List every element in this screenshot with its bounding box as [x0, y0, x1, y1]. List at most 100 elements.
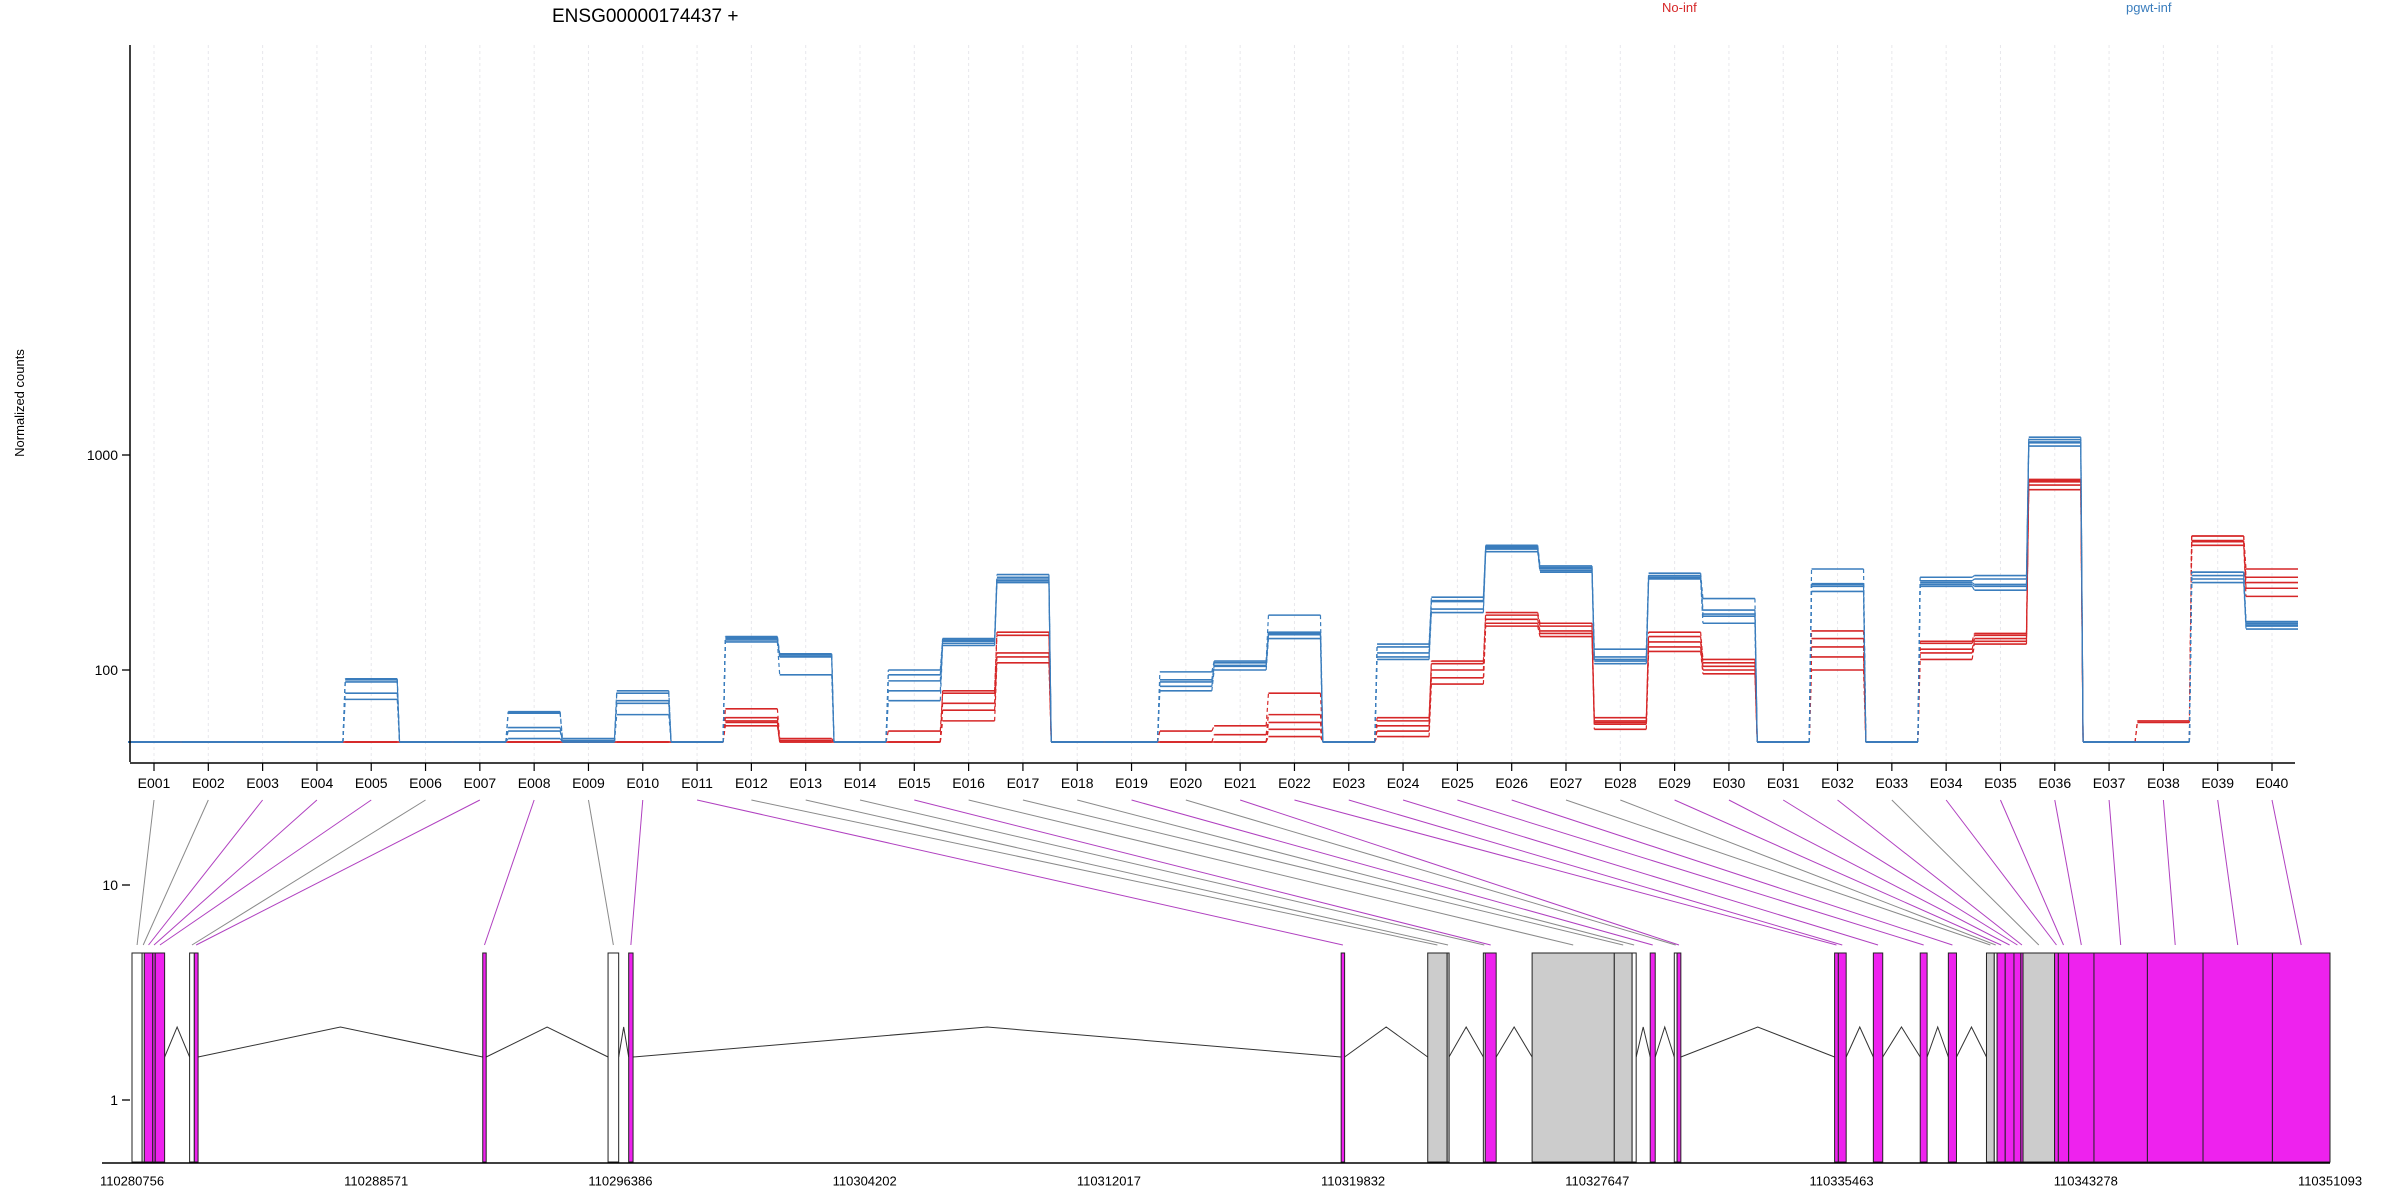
x-tick-label-E033: E033	[1875, 775, 1908, 791]
x-tick-label-E026: E026	[1495, 775, 1528, 791]
x-tick-label-E011: E011	[681, 775, 713, 791]
connector-E001	[136, 799, 155, 946]
connector-E040	[2271, 799, 2302, 946]
y-tick-label-1000: 1000	[87, 447, 118, 463]
plot-grid	[153, 45, 2273, 767]
connector-E023	[1348, 799, 1843, 946]
connector-E029	[1674, 799, 2002, 946]
connector-E006	[191, 799, 426, 946]
x-tick-label-E029: E029	[1658, 775, 1691, 791]
x-tick-label-E022: E022	[1278, 775, 1311, 791]
exon-E021	[1676, 952, 1682, 1163]
y-axis-label: Normalized counts	[12, 349, 27, 457]
connector-E036	[2054, 799, 2082, 946]
connector-E028	[1620, 799, 1996, 946]
series-pgwt-inf-5-levels	[128, 445, 2298, 743]
series-No-inf-4-levels	[128, 478, 2298, 743]
x-tick-label-E019: E019	[1115, 775, 1148, 791]
exon-E030	[2004, 952, 2015, 1163]
connector-E039	[2217, 799, 2239, 946]
x-tick-label-E040: E040	[2256, 775, 2289, 791]
connector-E013	[805, 799, 1449, 946]
exon-E010	[628, 952, 634, 1163]
x-tick-label-E035: E035	[1984, 775, 2017, 791]
series-No-inf-1-links	[180, 485, 2247, 743]
x-tick-label-E010: E010	[626, 775, 659, 791]
connector-E026	[1511, 799, 1953, 946]
exon-E025	[1919, 952, 1928, 1163]
connector-E021	[1239, 799, 1680, 946]
plot-series	[128, 436, 2298, 743]
connector-E030	[1728, 799, 2010, 946]
connector-E018	[1077, 799, 1635, 946]
exon-E040	[2271, 952, 2331, 1163]
genome-axis: 110280756 110288571 110296386 110304202 1103…	[100, 1162, 2362, 1189]
connector-E003	[148, 799, 264, 946]
intron-lines	[164, 1025, 1987, 1058]
genome-tick-label-110327647: 110327647	[1565, 1174, 1629, 1189]
genome-tick-label-110351093: 110351093	[2298, 1174, 2362, 1189]
exon-E009	[607, 952, 620, 1163]
exon-E027	[1985, 952, 1995, 1163]
x-tick-label-E027: E027	[1550, 775, 1583, 791]
series-pgwt-inf-9-links	[180, 437, 2247, 743]
exon-E022	[1834, 952, 1839, 1163]
connector-E035	[2000, 799, 2064, 946]
series-No-inf-2-levels	[128, 481, 2298, 743]
x-tick-label-E039: E039	[2201, 775, 2234, 791]
y-tick-label-100: 100	[95, 662, 119, 678]
genome-tick-label-110288571: 110288571	[344, 1174, 408, 1189]
x-tick-label-E037: E037	[2093, 775, 2126, 791]
exon-E015	[1484, 952, 1497, 1163]
connector-E024	[1402, 799, 1879, 946]
connector-E022	[1294, 799, 1837, 946]
genome-tick-label-110312017: 110312017	[1077, 1174, 1141, 1189]
genome-tick-label-110319832: 110319832	[1321, 1174, 1385, 1189]
exon-E017	[1613, 952, 1633, 1163]
x-tick-label-E016: E016	[952, 775, 985, 791]
x-tick-label-E023: E023	[1332, 775, 1365, 791]
exon-E008	[482, 952, 487, 1163]
exon-E003	[143, 952, 154, 1163]
x-tick-label-E021: E021	[1224, 775, 1257, 791]
x-tick-label-E012: E012	[735, 775, 768, 791]
connector-E009	[587, 799, 614, 946]
connector-E007	[195, 799, 481, 946]
connector-E010	[630, 799, 644, 946]
x-tick-label-E034: E034	[1930, 775, 1963, 791]
exon-E001	[131, 952, 143, 1163]
x-tick-label-E007: E007	[463, 775, 496, 791]
series-pgwt-inf-7-links	[180, 441, 2247, 743]
exon-E007	[193, 952, 199, 1163]
exon-E012	[1427, 952, 1448, 1163]
series-No-inf-3-levels	[128, 479, 2298, 743]
series-pgwt-inf-8-levels	[128, 438, 2298, 743]
x-tick-label-E014: E014	[844, 775, 877, 791]
connector-E038	[2162, 799, 2176, 946]
x-tick-label-E036: E036	[2038, 775, 2071, 791]
genome-tick-label-110280756: 110280756	[100, 1174, 164, 1189]
series-No-inf-0-links	[180, 489, 2247, 743]
x-tick-label-E015: E015	[898, 775, 931, 791]
genome-tick-label-110304202: 110304202	[833, 1174, 897, 1189]
exon-E033	[2022, 952, 2056, 1163]
genome-tick-label-110343278: 110343278	[2054, 1174, 2118, 1189]
x-tick-label-E018: E018	[1061, 775, 1094, 791]
exon-connectors	[136, 799, 2302, 946]
connector-E031	[1782, 799, 2018, 946]
exon-E029	[1996, 952, 2006, 1163]
connector-E012	[751, 799, 1438, 946]
exon-E024	[1872, 952, 1884, 1163]
exon-E036	[2068, 952, 2095, 1163]
exon-E026	[1947, 952, 1957, 1163]
connector-E034	[1945, 799, 2057, 946]
x-tick-label-E013: E013	[789, 775, 822, 791]
chart-title: ENSG00000174437 +	[552, 6, 738, 27]
x-tick-label-E002: E002	[192, 775, 225, 791]
exon-E031	[2013, 952, 2022, 1163]
connector-E005	[159, 799, 372, 946]
series-No-inf-2-links	[180, 481, 2247, 743]
x-tick-label-E008: E008	[518, 775, 551, 791]
series-pgwt-inf-6-links	[180, 442, 2247, 743]
